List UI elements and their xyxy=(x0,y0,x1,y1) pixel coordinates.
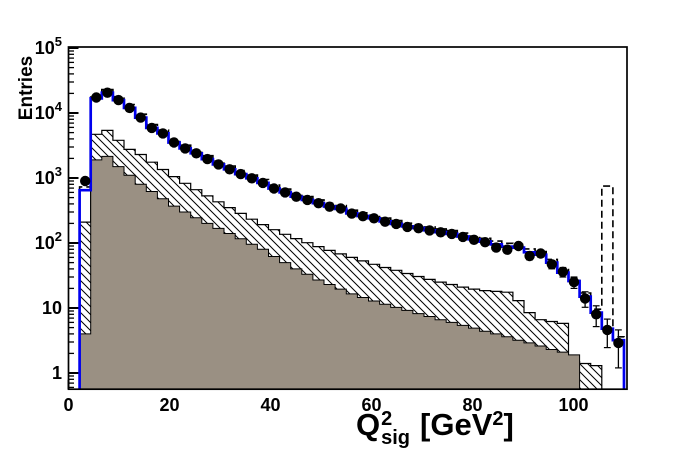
svg-text:103: 103 xyxy=(35,164,62,188)
y-axis-title: Entries xyxy=(16,55,37,121)
svg-text:100: 100 xyxy=(558,395,588,415)
series-background-gray xyxy=(79,155,581,390)
x-title-unit-close: ] xyxy=(503,407,514,442)
svg-text:104: 104 xyxy=(35,99,63,123)
svg-text:0: 0 xyxy=(63,395,73,415)
x-title-subsup: 2 sig xyxy=(381,408,411,449)
x-title-unit-open: [GeV xyxy=(420,407,493,442)
svg-text:20: 20 xyxy=(159,395,179,415)
x-title-unit-superscript: 2 xyxy=(492,408,504,430)
svg-text:60: 60 xyxy=(361,395,381,415)
x-title-subscript: sig xyxy=(381,427,411,449)
x-axis-title: Q 2 sig [GeV 2 ] xyxy=(356,407,514,449)
svg-text:80: 80 xyxy=(462,395,482,415)
svg-text:1: 1 xyxy=(52,363,62,383)
x-title-superscript: 2 xyxy=(381,408,393,430)
x-title-symbol: Q xyxy=(356,407,381,442)
svg-text:40: 40 xyxy=(260,395,280,415)
plot-frame-border xyxy=(67,46,628,391)
axis-tick-labels: 0 20 40 60 80 100 1 10 102 103 104 105 xyxy=(35,34,589,415)
svg-text:105: 105 xyxy=(35,34,62,58)
svg-text:102: 102 xyxy=(35,229,62,253)
series-data-points xyxy=(80,87,624,369)
svg-text:10: 10 xyxy=(42,298,62,318)
